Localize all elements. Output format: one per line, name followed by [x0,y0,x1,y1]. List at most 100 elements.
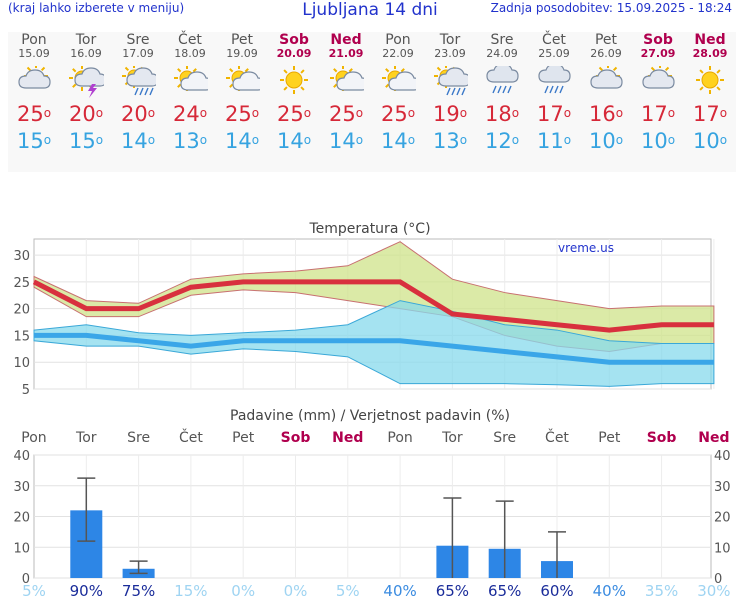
day-column: Čet 18.09 24o 13o [164,32,216,154]
day-column: Sob 20.09 25o 14o [268,32,320,154]
temp-min: 14o [276,129,312,153]
day-date: 26.09 [590,47,622,60]
day-column: Sob 27.09 17o 10o [632,32,684,154]
y-tick-label: 10 [13,541,30,556]
y-tick-label: 0 [22,572,30,587]
y-tick-label: 30 [13,249,30,264]
y-tick-label-right: 0 [714,572,722,587]
day-name: Čet [178,32,202,48]
y-tick-label: 10 [13,356,30,371]
sun-icon [268,60,320,100]
y-tick-label: 20 [13,511,30,526]
temp-min: 10o [692,129,728,153]
sunny-cloud-icon [320,60,372,100]
precip-probability: 90% [70,582,103,600]
day-name: Čet [542,32,566,48]
temp-max: 25o [224,102,260,126]
temp-min: 13o [432,129,468,153]
temp-min: 15o [16,129,52,153]
temp-max: 19o [432,102,468,126]
day-name: Pet [230,32,254,48]
day-name: Ned [330,32,362,48]
precip-day-label: Sob [281,430,311,446]
location-menu-hint[interactable]: (kraj lahko izberete v meniju) [8,1,185,15]
temp-min: 10o [640,129,676,153]
sunny-cloud-icon [216,60,268,100]
temp-max: 17o [640,102,676,126]
temp-min: 13o [172,129,208,153]
temp-max: 24o [172,102,208,126]
day-name: Tor [75,32,97,48]
precip-day-label: Pet [232,430,255,446]
day-date: 25.09 [538,47,570,60]
day-name: Sob [279,32,309,48]
precip-day-label: Čet [179,428,203,446]
day-date: 16.09 [70,47,102,60]
precip-day-label: Pon [21,430,46,446]
day-name: Sre [126,32,150,48]
precip-day-label: Sre [127,430,150,446]
precip-probability: 0% [284,582,308,600]
y-tick-label-right: 40 [714,449,731,464]
y-tick-label: 25 [13,276,30,291]
precip-probability: 75% [122,582,155,600]
precip-day-label: Pet [598,430,621,446]
day-column: Čet 25.09 17o 11o [528,32,580,154]
day-date: 23.09 [434,47,466,60]
precip-probability: 60% [540,582,573,600]
y-tick-label-right: 10 [714,541,731,556]
temp-max: 25o [276,102,312,126]
day-date: 28.09 [692,47,728,60]
precip-probability: 0% [231,582,255,600]
sun-icon [684,60,736,100]
temp-max: 16o [588,102,624,126]
min-temp-line [34,332,714,365]
day-name: Pon [21,32,47,48]
min-temp-range [33,300,715,387]
day-date: 18.09 [174,47,206,60]
day-name: Tor [439,32,461,48]
precip-day-label: Pon [387,430,412,446]
temp-min: 10o [588,129,624,153]
day-column: Sre 17.09 20o 14o [112,32,164,154]
precip-probability: 5% [22,582,46,600]
y-tick-label-right: 30 [714,480,731,495]
day-column: Pon 15.09 25o 15o [8,32,60,154]
y-tick-label: 40 [13,449,30,464]
precip-day-label: Ned [698,430,729,446]
partly-cloudy-icon [580,60,632,100]
precip-probability: 40% [593,582,626,600]
precip-probability: 30% [697,582,730,600]
sun-cloud-rain-icon [424,60,476,100]
day-date: 15.09 [18,47,50,60]
day-column: Pon 22.09 25o 14o [372,32,424,154]
precip-day-label: Tor [75,430,97,446]
precip-probability: 40% [383,582,416,600]
temp-max: 17o [692,102,728,126]
temp-min: 15o [68,129,104,153]
day-name: Pet [594,32,618,48]
temp-min: 14o [224,129,260,153]
sunny-cloud-icon [372,60,424,100]
day-column: Pet 19.09 25o 14o [216,32,268,154]
partly-cloudy-icon [632,60,684,100]
precip-probability: 65% [488,582,521,600]
temp-min: 14o [380,129,416,153]
precip-probability: 35% [645,582,678,600]
partly-cloudy-icon [8,60,60,100]
temp-max: 25o [328,102,364,126]
day-column: Sre 24.09 18o 12o [476,32,528,154]
page-title: Ljubljana 14 dni [302,0,438,20]
y-tick-label: 5 [22,383,30,398]
y-tick-label: 15 [13,329,30,344]
day-date: 17.09 [122,47,154,60]
daily-forecast: Pon 15.09 25o 15o Tor 16.09 20o 15o Sre 17.09 20o 1… [8,32,736,172]
sun-cloud-rain-icon [112,60,164,100]
max-temp-line [32,279,714,333]
temp-max: 25o [16,102,52,126]
precip-probability: 65% [436,582,469,600]
day-name: Pon [385,32,411,48]
temp-min: 14o [328,129,364,153]
y-tick-label: 30 [13,480,30,495]
